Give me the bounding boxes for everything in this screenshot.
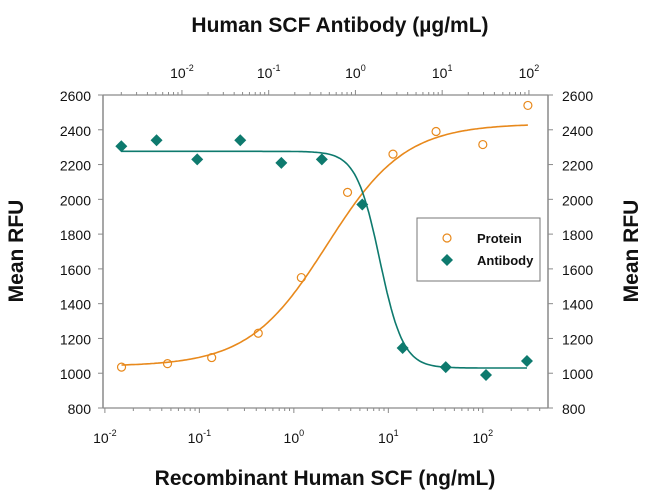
y-tick-label-right: 1800 <box>562 227 593 243</box>
y-tick-label-right: 2400 <box>562 123 593 139</box>
data-points <box>115 100 533 381</box>
y-tick-label-right: 1200 <box>562 331 593 347</box>
data-point-antibody <box>439 361 452 374</box>
legend-label-antibody: Antibody <box>477 253 534 268</box>
data-point-antibody <box>275 156 288 169</box>
y-tick-label-left: 1600 <box>60 262 91 278</box>
y-tick-label-left: 2200 <box>60 158 91 174</box>
y-axis-label-right: Mean RFU <box>620 200 643 303</box>
data-point-protein <box>296 272 306 283</box>
data-point-protein <box>523 100 533 111</box>
y-tick-label-left: 1400 <box>60 297 91 313</box>
x-top-tick-label: 100 <box>345 63 366 81</box>
x-top-tick-label: 10-2 <box>170 63 194 81</box>
data-point-antibody <box>150 134 163 147</box>
data-point-antibody <box>191 153 204 166</box>
x-bottom-tick-label: 10-1 <box>188 428 212 446</box>
y-tick-label-left: 2000 <box>60 192 91 208</box>
legend-box <box>416 217 541 282</box>
y-tick-label-left: 800 <box>68 401 92 417</box>
data-point-protein <box>116 362 127 372</box>
y-tick-label-right: 2600 <box>562 88 593 104</box>
legend-marker-protein <box>442 233 452 243</box>
data-point-antibody <box>356 198 369 211</box>
data-point-protein <box>388 149 398 159</box>
y-tick-label-right: 2200 <box>562 158 593 174</box>
data-point-antibody <box>520 355 533 368</box>
y-tick-label-right: 1600 <box>562 262 593 278</box>
x-bottom-tick-label: 10-2 <box>93 428 117 446</box>
x-bottom-tick-label: 101 <box>378 428 399 446</box>
x-axis-label: Recombinant Human SCF (ng/mL) <box>155 467 496 490</box>
data-point-protein <box>162 359 173 369</box>
fit-curves <box>121 124 528 369</box>
x-bottom-tick-label: 102 <box>473 428 494 446</box>
x-top-tick-label: 101 <box>432 63 453 81</box>
legend-label-protein: Protein <box>477 231 522 246</box>
legend: Protein Antibody <box>416 217 541 282</box>
data-point-protein <box>342 187 353 197</box>
data-point-antibody <box>315 153 328 166</box>
y-tick-label-left: 2600 <box>60 88 91 104</box>
y-tick-label-left: 1000 <box>60 366 91 382</box>
x-top-tick-label: 10-1 <box>257 63 281 81</box>
y-tick-label-right: 2000 <box>562 192 593 208</box>
data-point-antibody <box>234 134 247 147</box>
y-tick-label-right: 1000 <box>562 366 593 382</box>
y-tick-label-right: 800 <box>562 401 586 417</box>
x-top-tick-label: 102 <box>519 63 540 81</box>
data-point-protein <box>478 139 488 150</box>
data-point-protein <box>431 126 441 137</box>
axes: 800 800 1000 1000 1200 1200 1400 1400 1600 1600 18… <box>60 63 594 446</box>
y-tick-label-left: 2400 <box>60 123 91 139</box>
fit-curve-protein <box>121 124 528 366</box>
data-point-antibody <box>115 140 128 153</box>
legend-marker-antibody <box>441 254 453 266</box>
data-point-protein <box>253 328 263 338</box>
y-tick-label-left: 1200 <box>60 331 91 347</box>
fit-curve-antibody <box>121 150 527 369</box>
x-bottom-tick-label: 100 <box>284 428 305 446</box>
y-tick-label-right: 1400 <box>562 297 593 313</box>
y-axis-label-left: Mean RFU <box>5 200 28 303</box>
data-point-antibody <box>479 368 492 381</box>
data-point-antibody <box>396 342 409 355</box>
chart-title: Human SCF Antibody (µg/mL) <box>191 14 488 37</box>
y-tick-label-left: 1800 <box>60 227 91 243</box>
data-point-protein <box>207 352 217 363</box>
